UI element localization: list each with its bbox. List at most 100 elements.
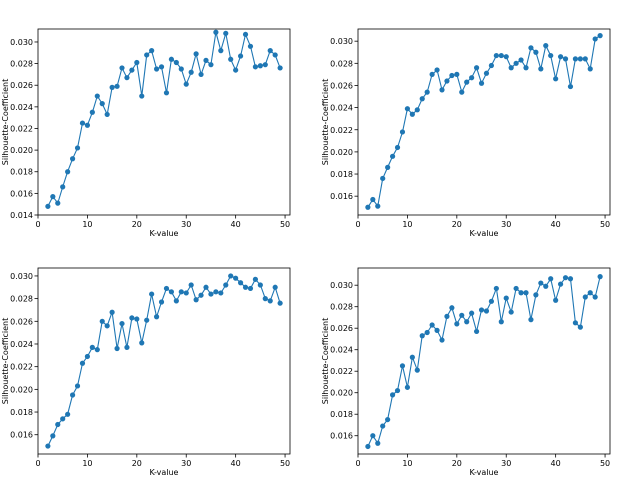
data-point <box>203 284 209 290</box>
data-point <box>419 96 425 102</box>
data-point <box>208 291 214 297</box>
x-tick-label: 10 <box>82 459 92 468</box>
data-point <box>449 72 455 79</box>
data-point <box>459 89 465 95</box>
data-point <box>242 31 249 38</box>
x-tick-label: 50 <box>280 459 290 468</box>
data-point <box>587 290 593 296</box>
x-tick-label: 20 <box>132 459 142 468</box>
data-point <box>198 71 204 78</box>
data-point <box>144 317 150 323</box>
data-point <box>553 76 559 82</box>
data-point <box>65 411 71 417</box>
data-point <box>153 66 160 72</box>
data-point <box>370 433 376 439</box>
y-tick-label: 0.022 <box>10 363 33 372</box>
y-tick-label: 0.020 <box>10 146 33 155</box>
y-tick-label: 0.018 <box>10 168 33 177</box>
data-point <box>424 329 430 336</box>
data-point <box>557 281 564 287</box>
data-point <box>394 144 401 151</box>
data-point <box>272 284 278 290</box>
data-point <box>109 309 115 315</box>
data-point <box>45 443 51 449</box>
data-point <box>134 316 140 322</box>
data-point <box>158 64 165 70</box>
data-point <box>153 314 160 320</box>
data-point <box>543 43 549 49</box>
data-point <box>69 156 76 162</box>
data-point <box>277 65 283 71</box>
x-tick-label: 20 <box>132 220 142 229</box>
data-point <box>252 64 259 70</box>
x-axis-label: K-value <box>470 229 499 238</box>
data-point <box>139 340 145 346</box>
y-axis-label: Silhouette-Coefficient <box>1 318 10 404</box>
data-point <box>257 63 263 69</box>
data-point <box>399 363 406 369</box>
data-point <box>158 299 165 305</box>
y-tick-label: 0.018 <box>330 170 353 179</box>
data-point <box>469 310 475 316</box>
data-point <box>548 52 554 59</box>
data-point <box>513 285 519 292</box>
data-point <box>380 423 386 429</box>
data-point <box>203 57 209 63</box>
data-point <box>577 56 583 62</box>
data-point <box>409 111 415 117</box>
data-point <box>419 333 425 339</box>
data-point <box>149 48 155 54</box>
data-point <box>533 292 539 298</box>
y-tick-label: 0.024 <box>330 346 353 355</box>
data-point <box>389 392 396 398</box>
data-point <box>55 200 61 206</box>
data-point <box>119 320 125 327</box>
data-point <box>168 56 175 62</box>
data-point <box>55 421 61 428</box>
y-tick-label: 0.016 <box>330 432 353 441</box>
data-point <box>473 65 480 71</box>
data-point <box>173 298 179 304</box>
data-point <box>375 440 381 446</box>
data-point <box>99 101 105 107</box>
data-point <box>218 48 224 54</box>
data-point <box>473 328 480 335</box>
y-tick-label: 0.030 <box>10 272 33 281</box>
series-line <box>367 276 601 447</box>
data-point <box>557 54 564 60</box>
data-point <box>247 285 254 292</box>
x-tick-label: 0 <box>35 459 40 468</box>
data-point <box>79 120 86 126</box>
data-point <box>459 312 465 318</box>
x-tick-label: 0 <box>355 459 360 468</box>
data-point <box>493 285 499 292</box>
data-point <box>488 62 495 69</box>
y-tick-label: 0.028 <box>330 303 353 312</box>
y-tick-label: 0.020 <box>330 389 353 398</box>
data-point <box>404 106 411 112</box>
y-tick-label: 0.026 <box>10 81 33 90</box>
data-point <box>389 153 396 159</box>
data-point <box>228 273 234 279</box>
y-tick-label: 0.030 <box>10 38 33 47</box>
data-point <box>562 56 569 62</box>
x-axis-label: K-value <box>150 468 179 477</box>
data-point <box>592 36 598 42</box>
data-point <box>129 315 135 321</box>
y-tick-label: 0.028 <box>10 295 33 304</box>
data-point <box>548 276 554 282</box>
data-point <box>567 276 574 282</box>
subplot-bottom-left: 0 10 20 30 40 50 0.016 0.018 0.020 0.022 0.024 0.02… <box>1 267 291 477</box>
y-tick-label: 0.026 <box>330 81 353 90</box>
plot-frame <box>357 267 611 455</box>
y-tick-label: 0.020 <box>10 385 33 394</box>
y-tick-label: 0.014 <box>10 211 33 220</box>
subplot-bottom-right: 0 10 20 30 40 50 0.016 0.018 0.020 0.022 0.024 0.02… <box>321 267 611 477</box>
x-tick-label: 40 <box>231 459 241 468</box>
x-axis-label: K-value <box>470 468 499 477</box>
data-point <box>567 83 574 90</box>
data-point <box>193 297 199 303</box>
data-point <box>134 59 140 66</box>
data-point <box>434 327 440 333</box>
